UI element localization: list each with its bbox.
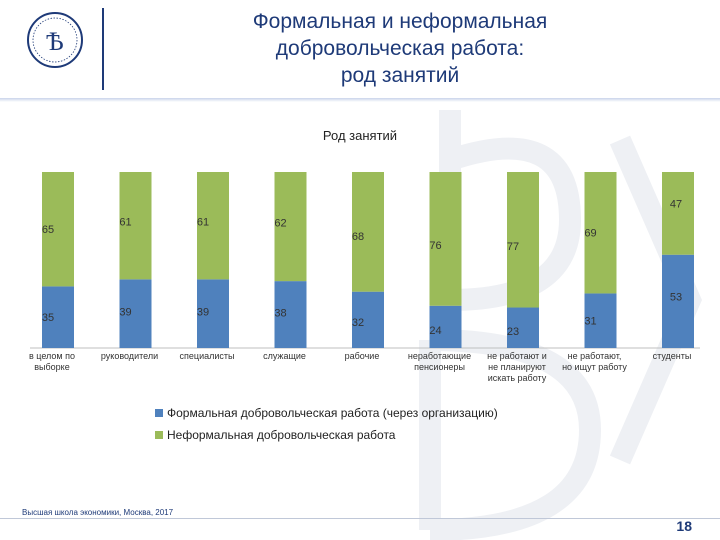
category-label: студенты [653,351,692,361]
category-label: руководители [101,351,158,361]
svg-text:Ѣ: Ѣ [46,27,63,56]
chart-legend: Формальная добровольческая работа (через… [155,402,498,446]
data-label: 62 [274,218,286,230]
category-label: неработающие пенсионеры [408,351,471,372]
slide-header: Ѣ Формальная и неформальная добровольчес… [0,0,720,102]
footer-text: Высшая школа экономики, Москва, 2017 [22,508,174,517]
data-label: 61 [119,217,131,229]
data-label: 23 [507,326,519,338]
bar-informal [42,172,74,287]
data-label: 38 [274,308,286,320]
bar-formal [429,305,462,348]
hse-emblem-icon: Ѣ [27,12,83,68]
slide-title-line: добровольческая работа: [275,37,525,60]
category-label: специалисты [180,351,235,361]
slide-title: Формальная и неформальная добровольческа… [190,8,610,89]
category-label: в целом по выборке [29,351,75,372]
data-label: 24 [429,325,441,337]
data-label: 76 [429,240,441,252]
slide-title-line: Формальная и неформальная [252,10,548,33]
bar-informal [274,172,307,282]
bar-formal [197,279,229,348]
footer-rule [0,518,720,519]
legend-swatch-formal [155,409,163,417]
bar-informal [429,172,462,306]
bar-informal [197,172,229,280]
data-label: 61 [197,217,209,229]
bar-formal [274,281,307,348]
chart-title: Род занятий [322,128,398,143]
data-label: 32 [352,317,364,329]
page-number: 18 [676,518,692,534]
category-label: не работают, но ищут работу [562,351,627,372]
data-label: 69 [584,228,596,240]
bar-informal [119,172,152,280]
category-label: не работают и не планируют искать работу [487,351,547,383]
legend-swatch-informal [155,431,163,439]
data-label: 68 [352,231,364,243]
legend-item-informal: Неформальная добровольческая работа [155,424,498,446]
data-label: 77 [507,241,519,253]
bar-formal [119,279,152,348]
data-label: 65 [42,224,54,236]
bar-formal [352,291,384,348]
category-label: рабочие [345,351,380,361]
bar-informal [584,172,617,294]
stacked-bar-chart: 35 65 в целом по выборке 39 61 руководители 39 6… [29,172,700,383]
bar-formal [662,254,694,348]
category-label: служащие [263,351,306,361]
legend-label-informal: Неформальная добровольческая работа [167,428,396,442]
data-label: 53 [670,291,682,303]
data-label: 47 [670,198,682,210]
legend-label-formal: Формальная добровольческая работа (через… [167,406,498,420]
data-label: 35 [42,312,54,324]
bar-informal [507,172,539,308]
bar-informal [352,172,384,292]
header-rule [0,98,720,102]
header-divider [102,8,104,90]
legend-item-formal: Формальная добровольческая работа (через… [155,402,498,424]
data-label: 31 [584,316,596,328]
data-label: 39 [119,307,131,319]
bar-formal [584,293,617,348]
data-label: 39 [197,307,209,319]
bar-formal [42,286,74,348]
bar-formal [507,307,539,348]
slide-title-line: род занятий [340,64,460,87]
bar-informal [662,172,694,255]
hse-logo: Ѣ [8,6,103,96]
